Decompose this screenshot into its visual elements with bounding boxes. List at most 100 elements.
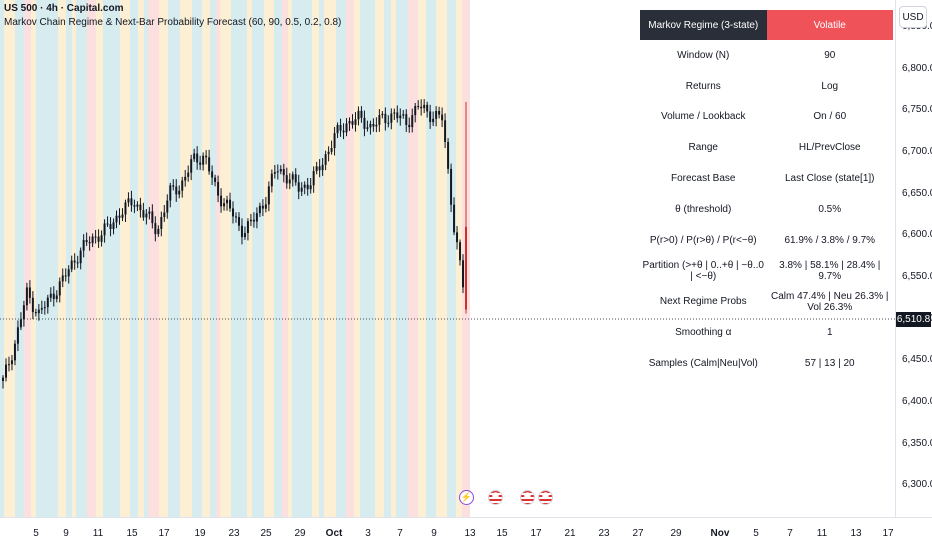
candle-body	[217, 181, 220, 196]
regime-band	[0, 0, 4, 517]
candle-body	[70, 260, 73, 270]
indicator-title[interactable]: Markov Chain Regime & Next-Bar Probabili…	[4, 17, 342, 28]
regime-band	[324, 0, 336, 517]
regime-band	[96, 0, 103, 517]
candle-body	[64, 275, 67, 277]
regime-band	[354, 0, 360, 517]
candle-body	[46, 297, 49, 308]
candle-body	[285, 175, 288, 184]
candle-body	[106, 223, 109, 225]
table-header-row: Markov Regime (3-state) Volatile	[640, 10, 893, 40]
candle-body	[423, 104, 426, 109]
us-flag-icon[interactable]	[520, 490, 535, 505]
candle-body	[112, 222, 115, 230]
candle-body	[390, 113, 393, 123]
candle-body	[220, 195, 223, 207]
price-tick-label: 6,600.0	[902, 229, 932, 241]
candle-body	[339, 124, 342, 131]
regime-band	[144, 0, 148, 517]
regime-band	[447, 0, 456, 517]
candle-body	[453, 204, 456, 233]
candle-body	[414, 106, 417, 116]
candle-body	[249, 219, 252, 222]
candle-body	[330, 148, 333, 152]
candle-body	[282, 169, 285, 176]
regime-band	[391, 0, 396, 517]
candle-body	[273, 172, 276, 174]
candle-body	[199, 162, 202, 165]
candle-body	[315, 166, 318, 172]
price-axis[interactable]: 6,850.06,800.06,750.06,700.06,650.06,600…	[895, 0, 932, 517]
regime-band	[168, 0, 175, 517]
time-tick-label: 17	[158, 528, 170, 539]
candle-body	[43, 307, 46, 309]
candle-body	[297, 182, 300, 192]
table-row: Range HL/PrevClose	[640, 132, 893, 163]
candle-body	[211, 171, 214, 178]
time-tick-label: 21	[564, 528, 576, 539]
time-tick-label: 3	[365, 528, 371, 539]
regime-band	[87, 0, 96, 517]
candle-body	[288, 179, 291, 184]
candle-body	[139, 204, 142, 211]
candle-body	[124, 202, 127, 215]
symbol-title[interactable]: US 500 · 4h · Capital.com	[4, 3, 124, 14]
regime-band	[303, 0, 312, 517]
candle-body	[148, 211, 151, 214]
row-label: Returns	[685, 80, 721, 92]
regime-band	[436, 0, 447, 517]
time-tick-label: 7	[397, 528, 403, 539]
candle-body	[154, 223, 157, 235]
candle-body	[175, 186, 178, 195]
us-flag-icon[interactable]	[538, 490, 553, 505]
candle-body	[49, 293, 52, 298]
candle-body	[366, 127, 369, 129]
candle-body	[252, 219, 255, 222]
candle-body	[396, 112, 399, 119]
row-label: θ (threshold)	[675, 203, 732, 215]
candle-body	[345, 123, 348, 133]
candle-body	[312, 171, 315, 186]
candle-body	[172, 185, 175, 187]
candle-body	[354, 119, 357, 125]
time-tick-label: 9	[431, 528, 437, 539]
row-value: Calm 47.4% | Neu 26.3% | Vol 26.3%	[771, 290, 889, 313]
row-value: Log	[821, 80, 839, 92]
candle-body	[121, 214, 124, 218]
candle-body	[348, 121, 351, 124]
table-row: P(r>0) / P(r>θ) / P(r<−θ) 61.9% / 3.8% / …	[640, 225, 893, 256]
regime-band	[426, 0, 432, 517]
candle-body	[166, 200, 169, 213]
row-label: P(r>0) / P(r>θ) / P(r<−θ)	[649, 234, 757, 246]
candle-body	[303, 184, 306, 188]
row-label: Window (N)	[677, 49, 730, 61]
regime-band	[346, 0, 354, 517]
candle-body	[10, 360, 13, 365]
us-flag-icon[interactable]	[488, 490, 503, 505]
chart-area[interactable]: US 500 · 4h · Capital.com Markov Chain R…	[0, 0, 895, 517]
regime-band	[66, 0, 72, 517]
candle-body	[7, 364, 10, 366]
regime-band	[231, 0, 240, 517]
table-row: Smoothing α 1	[640, 317, 893, 348]
candle-body	[375, 124, 378, 127]
regime-band	[108, 0, 120, 517]
row-label: Volume / Lookback	[661, 111, 746, 123]
price-tick-label: 6,700.0	[902, 145, 932, 157]
table-row: Forecast Base Last Close (state[1])	[640, 163, 893, 194]
regime-band	[216, 0, 220, 517]
candle-body	[243, 233, 246, 238]
candle-body	[127, 198, 130, 203]
candle-body	[181, 180, 184, 191]
crosshair-overlay	[0, 318, 895, 320]
candle-body	[25, 287, 28, 306]
time-axis[interactable]: 5 9 11 15 17 19 23 25 29 Oct 3 7 9 13 15 17 21 23 27 29 Nov 5…	[0, 517, 932, 551]
candle-body	[157, 228, 160, 235]
currency-button[interactable]: USD	[899, 6, 927, 28]
price-tick-label: 6,550.0	[902, 270, 932, 282]
bolt-icon[interactable]: ⚡	[459, 490, 474, 505]
table-row: Partition (>+θ | 0..+θ | −θ..0 | <−θ) 3.8…	[640, 256, 893, 287]
candle-body	[333, 133, 336, 149]
candle-body	[208, 157, 211, 172]
regime-band	[364, 0, 375, 517]
